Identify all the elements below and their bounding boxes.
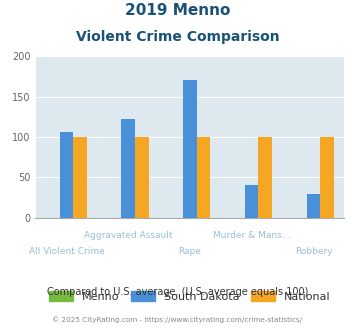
- Bar: [73, 137, 87, 218]
- Bar: [307, 194, 320, 218]
- Bar: [121, 119, 135, 218]
- Text: Compared to U.S. average. (U.S. average equals 100): Compared to U.S. average. (U.S. average …: [47, 287, 308, 297]
- Text: © 2025 CityRating.com - https://www.cityrating.com/crime-statistics/: © 2025 CityRating.com - https://www.city…: [53, 317, 302, 323]
- Bar: [245, 185, 258, 218]
- Text: All Violent Crime: All Violent Crime: [28, 248, 104, 256]
- Text: Robbery: Robbery: [295, 248, 332, 256]
- Bar: [320, 137, 334, 218]
- Bar: [135, 137, 148, 218]
- Text: Violent Crime Comparison: Violent Crime Comparison: [76, 30, 279, 44]
- Bar: [60, 132, 73, 218]
- Bar: [258, 137, 272, 218]
- Bar: [197, 137, 210, 218]
- Text: Aggravated Assault: Aggravated Assault: [84, 231, 173, 240]
- Bar: [183, 80, 197, 218]
- Text: 2019 Menno: 2019 Menno: [125, 3, 230, 18]
- Text: Rape: Rape: [179, 248, 201, 256]
- Text: Murder & Mans...: Murder & Mans...: [213, 231, 290, 240]
- Legend: Menno, South Dakota, National: Menno, South Dakota, National: [45, 286, 335, 306]
